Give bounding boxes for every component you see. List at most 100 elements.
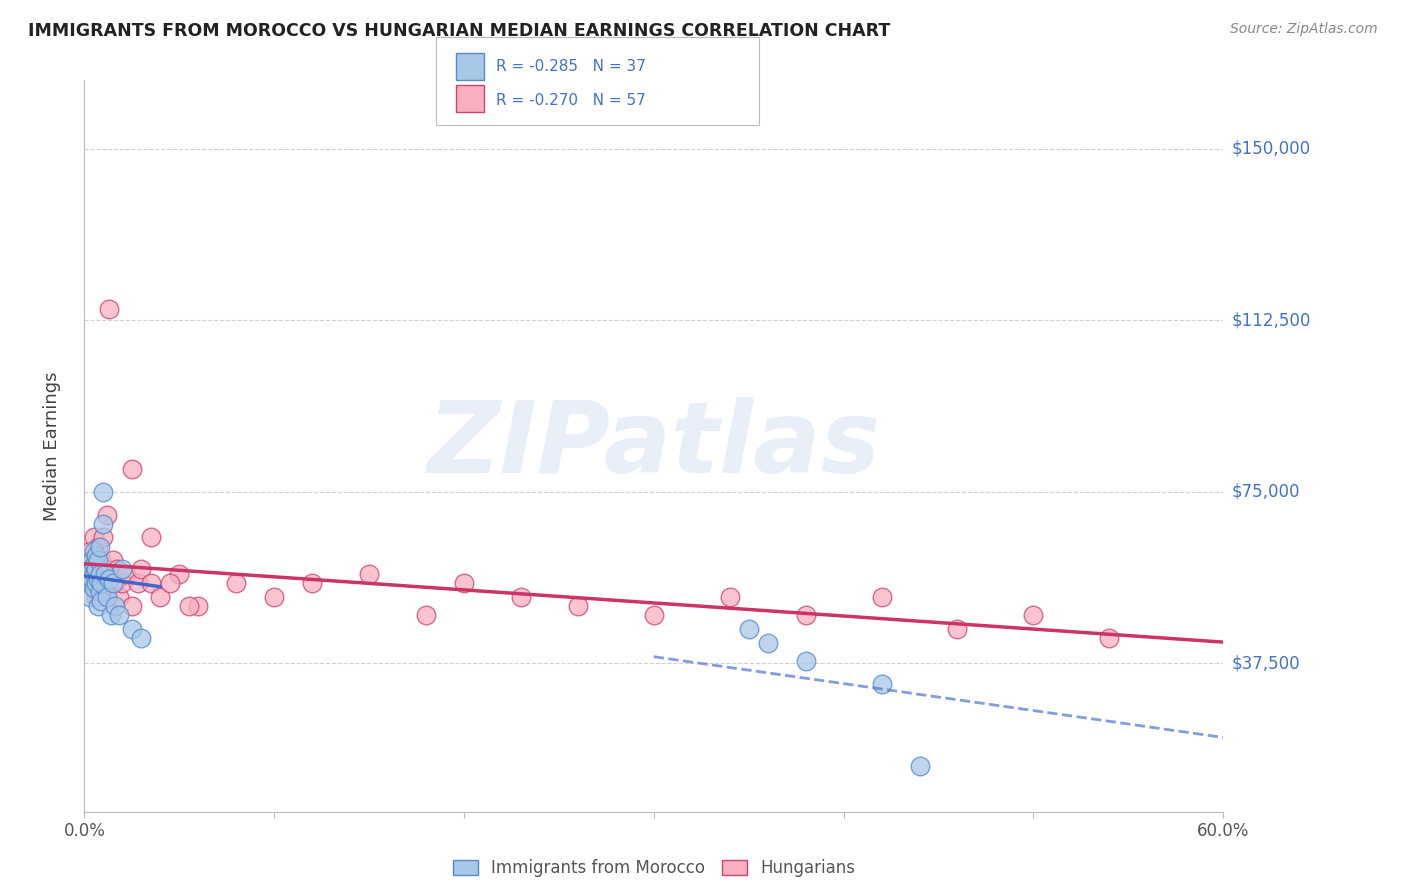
Point: [107, 608, 129, 623]
Point: [86, 599, 108, 613]
Text: $75,000: $75,000: [1232, 483, 1301, 500]
Point: [94, 576, 117, 591]
Point: [107, 590, 129, 604]
Point: [131, 631, 153, 645]
Point: [101, 553, 124, 567]
Point: [149, 590, 172, 604]
Point: [225, 576, 247, 591]
Point: [89, 585, 111, 599]
Point: [756, 635, 779, 649]
Point: [96, 590, 118, 604]
Point: [96, 590, 118, 604]
Point: [104, 599, 127, 613]
Point: [77, 562, 100, 576]
Point: [89, 576, 111, 591]
Point: [79, 562, 101, 576]
Y-axis label: Median Earnings: Median Earnings: [42, 371, 60, 521]
Point: [86, 567, 108, 582]
Point: [86, 540, 108, 554]
Point: [1022, 608, 1045, 623]
Point: [79, 544, 101, 558]
Point: [86, 553, 108, 567]
Text: R = -0.270   N = 57: R = -0.270 N = 57: [496, 94, 647, 108]
Point: [84, 576, 107, 591]
Legend: Immigrants from Morocco, Hungarians: Immigrants from Morocco, Hungarians: [446, 853, 862, 884]
Point: [100, 608, 122, 623]
Point: [870, 676, 893, 690]
Point: [80, 553, 103, 567]
Point: [90, 553, 112, 567]
Point: [111, 576, 134, 591]
Point: [718, 590, 741, 604]
Text: ZIPatlas: ZIPatlas: [427, 398, 880, 494]
Text: $112,500: $112,500: [1232, 311, 1310, 329]
Point: [105, 562, 128, 576]
Point: [93, 530, 115, 544]
Point: [187, 599, 209, 613]
Point: [83, 567, 105, 582]
Point: [101, 576, 124, 591]
Point: [83, 558, 105, 572]
Point: [96, 508, 118, 522]
Point: [121, 462, 143, 476]
Point: [93, 484, 115, 499]
Point: [139, 576, 162, 591]
Point: [83, 530, 105, 544]
Point: [79, 576, 101, 591]
Point: [738, 622, 761, 636]
Point: [90, 572, 112, 586]
Point: [80, 572, 103, 586]
Point: [121, 599, 143, 613]
Text: Source: ZipAtlas.com: Source: ZipAtlas.com: [1230, 22, 1378, 37]
Point: [86, 572, 108, 586]
Point: [89, 567, 111, 582]
Point: [89, 562, 111, 576]
Point: [131, 562, 153, 576]
Point: [80, 572, 103, 586]
Point: [111, 562, 134, 576]
Point: [84, 562, 107, 576]
Point: [94, 567, 117, 582]
Point: [301, 576, 323, 591]
Point: [946, 622, 969, 636]
Text: $150,000: $150,000: [1232, 140, 1310, 158]
Point: [794, 608, 817, 623]
Point: [643, 608, 665, 623]
Point: [79, 590, 101, 604]
Point: [83, 581, 105, 595]
Point: [93, 585, 115, 599]
Point: [90, 594, 112, 608]
Point: [89, 540, 111, 554]
Point: [90, 576, 112, 591]
Point: [77, 576, 100, 591]
Point: [121, 622, 143, 636]
Point: [169, 567, 191, 582]
Point: [870, 590, 893, 604]
Point: [80, 553, 103, 567]
Point: [100, 567, 122, 582]
Point: [83, 544, 105, 558]
Point: [139, 530, 162, 544]
Point: [177, 599, 200, 613]
Point: [104, 576, 127, 591]
Point: [159, 576, 181, 591]
Point: [1098, 631, 1121, 645]
Text: $37,500: $37,500: [1232, 654, 1301, 673]
Point: [127, 576, 149, 591]
Point: [794, 654, 817, 668]
Point: [84, 590, 107, 604]
Point: [115, 567, 138, 582]
Point: [83, 581, 105, 595]
Point: [98, 301, 121, 316]
Point: [415, 608, 437, 623]
Point: [84, 553, 107, 567]
Point: [908, 759, 931, 773]
Point: [359, 567, 381, 582]
Point: [96, 562, 118, 576]
Point: [84, 549, 107, 563]
Point: [98, 572, 121, 586]
Point: [510, 590, 533, 604]
Point: [94, 567, 117, 582]
Text: R = -0.285   N = 37: R = -0.285 N = 37: [496, 60, 647, 74]
Point: [263, 590, 285, 604]
